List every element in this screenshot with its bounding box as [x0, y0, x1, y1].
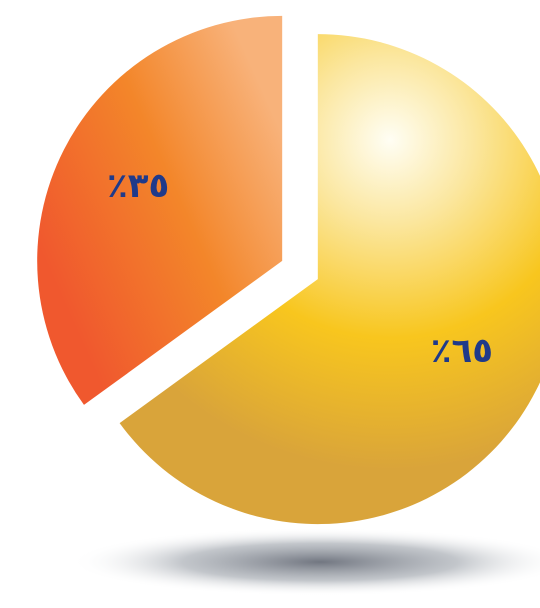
pie-shadow: [70, 528, 540, 596]
pie-slice-65: [119, 34, 540, 525]
slice-label-65: ٪٦٥: [431, 331, 493, 371]
slice-label-35: ٪٣٥: [107, 166, 169, 206]
pie-slice-35: [37, 15, 283, 405]
labels-layer: ٪٦٥ ٪٣٥: [107, 166, 493, 371]
slices-layer: [37, 15, 540, 525]
